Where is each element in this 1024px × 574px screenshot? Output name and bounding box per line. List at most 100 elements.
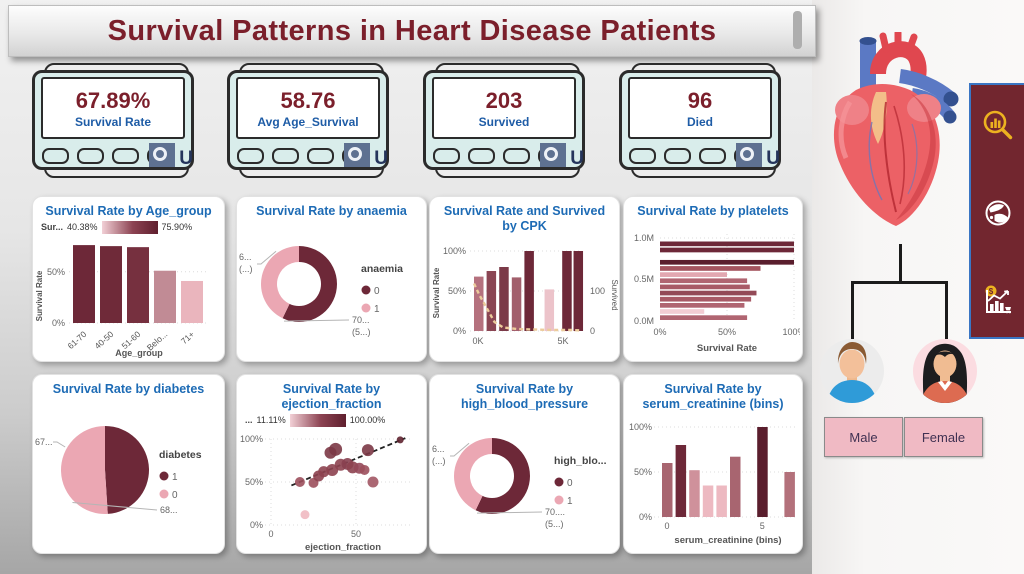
svg-text:ejection_fraction: ejection_fraction [305,542,381,553]
svg-text:(5...): (5...) [545,519,564,529]
svg-text:0%: 0% [250,520,263,530]
male-avatar [820,339,884,403]
kpi-dial-decoration [149,143,175,167]
platelets-bar-chart[interactable]: 1.0M 0.5M 0.0M0% 50% 100% Survival Rate [624,220,802,358]
anaemia-donut-chart[interactable]: 6... (...) 70... (5...) anaemia 0 1 [237,220,426,348]
svg-text:0K: 0K [472,336,483,346]
svg-text:0%: 0% [653,327,666,337]
age-group-bar-chart[interactable]: Survival Rate 50% 0% 61-70 40-50 51-60 Belo...… [33,234,224,360]
gradient-swatch [101,220,158,234]
svg-text:68...: 68... [160,505,178,515]
kpi-value: 58.76 [280,87,336,113]
kpi-screen: 58.76 Avg Age_Survival [236,77,380,139]
kpi-dial-decoration [344,143,370,167]
kpi-label: Died [686,114,713,129]
kpi-value: 96 [687,87,713,113]
heart-illustration [833,32,959,226]
connector-stem [899,244,902,283]
ejection-fraction-scatter-chart[interactable]: 0% 50% 100% 0 50 ejection_fraction [237,427,426,553]
connector-right-drop [945,281,948,339]
kpi-screen: 203 Survived [432,77,576,139]
svg-text:6...: 6... [432,444,445,454]
svg-text:(...): (...) [432,456,446,466]
gradient-swatch [289,413,346,427]
svg-text:1.0M: 1.0M [634,233,654,243]
female-slicer-button[interactable]: Female [904,417,983,457]
kpi-label: Survived [478,114,530,129]
chart-card-age-group: Survival Rate by Age_group Sur... 40.38%… [32,196,225,362]
svg-text:0%: 0% [639,512,652,522]
svg-text:70...: 70... [352,315,370,325]
page-title: Survival Patterns in Heart Disease Patie… [107,14,717,47]
connector-crossbar [851,281,948,284]
svg-text:0: 0 [590,326,595,336]
svg-text:50%: 50% [245,477,263,487]
svg-text:1: 1 [567,496,573,507]
high-blood-pressure-donut-chart[interactable]: 6... (...) 70.... (5...) high_blo... 0 1 [430,413,619,539]
chart-title: Survival Rate by ejection_fraction [281,382,382,411]
svg-text:high_blo...: high_blo... [554,455,607,467]
connector-left-drop [851,281,854,339]
kpi-u-glyph: U [570,148,584,169]
analytics-search-icon[interactable] [981,109,1015,143]
kpi-card-survived: 203 Survived U [423,63,585,178]
chart-card-ejection-fraction: Survival Rate by ejection_fraction ... 1… [236,374,427,554]
svg-text:0: 0 [268,529,273,539]
kpi-screen: 67.89% Survival Rate [41,77,185,139]
finance-growth-icon[interactable]: $ [981,283,1015,317]
svg-text:0: 0 [374,286,380,297]
kpi-card-survival-rate: 67.89% Survival Rate U [32,63,194,178]
svg-text:67...: 67... [35,437,53,447]
chart-title: Survival Rate by Age_group [45,204,212,218]
kpi-card-avg-age: 58.76 Avg Age_Survival U [227,63,389,178]
male-slicer-button[interactable]: Male [824,417,903,457]
chart-card-high-blood-pressure: Survival Rate by high_blood_pressure 6..… [429,374,620,554]
kpi-value: 203 [485,87,523,113]
chart-title: Survival Rate by platelets [637,204,789,218]
svg-text:Survival Rate: Survival Rate [35,270,44,321]
svg-text:diabetes: diabetes [159,449,202,461]
cpk-combo-chart[interactable]: 0% 50% 100% Survival Rate 100 0 Survived 0K 5K [430,235,619,353]
svg-text:100%: 100% [240,434,263,444]
svg-text:71+: 71+ [179,329,196,346]
chart-title: Survival Rate by serum_creatinine (bins) [642,382,784,411]
kpi-card-died: 96 Died U [619,63,781,178]
svg-text:anaemia: anaemia [361,263,403,275]
chart-title: Survival Rate and Survived by CPK [443,204,606,233]
svg-text:50: 50 [351,529,361,539]
globe-icon[interactable] [981,196,1015,230]
chart-card-cpk: Survival Rate and Survived by CPK 0% 50% 1… [429,196,620,362]
kpi-dial-decoration [540,143,566,167]
titlebar-scrollbar[interactable] [793,11,802,49]
gradient-legend: ... 11.11% 100.00% [245,413,386,427]
nav-sidebar: $ [969,83,1024,339]
svg-text:$: $ [988,287,993,296]
svg-text:40-50: 40-50 [92,329,115,351]
svg-text:100: 100 [590,286,605,296]
svg-text:50%: 50% [634,467,652,477]
title-bar: Survival Patterns in Heart Disease Patie… [8,5,816,57]
svg-text:Survived: Survived [610,279,618,310]
kpi-screen: 96 Died [628,77,772,139]
kpi-u-glyph: U [766,148,780,169]
svg-text:Age_group: Age_group [115,348,163,358]
kpi-value: 67.89% [75,87,151,113]
svg-text:50%: 50% [448,286,466,296]
svg-text:0.0M: 0.0M [634,316,654,326]
svg-text:0%: 0% [52,318,65,328]
svg-text:(...): (...) [239,264,253,274]
serum-creatinine-bar-chart[interactable]: 0% 50% 100% 0 5 serum_creatinine (bins) [624,413,802,553]
diabetes-pie-chart[interactable]: 67... 68... diabetes 1 0 [33,398,224,538]
svg-text:5: 5 [760,521,765,531]
svg-text:50%: 50% [718,327,736,337]
chart-card-serum-creatinine: Survival Rate by serum_creatinine (bins)… [623,374,803,554]
svg-text:Survival Rate: Survival Rate [432,267,441,318]
female-avatar [913,339,977,403]
svg-text:100%: 100% [629,422,652,432]
chart-title: Survival Rate by diabetes [52,382,205,396]
chart-title: Survival Rate by anaemia [256,204,407,218]
svg-text:0: 0 [567,478,573,489]
kpi-label: Avg Age_Survival [257,114,359,129]
svg-text:0%: 0% [453,326,466,336]
